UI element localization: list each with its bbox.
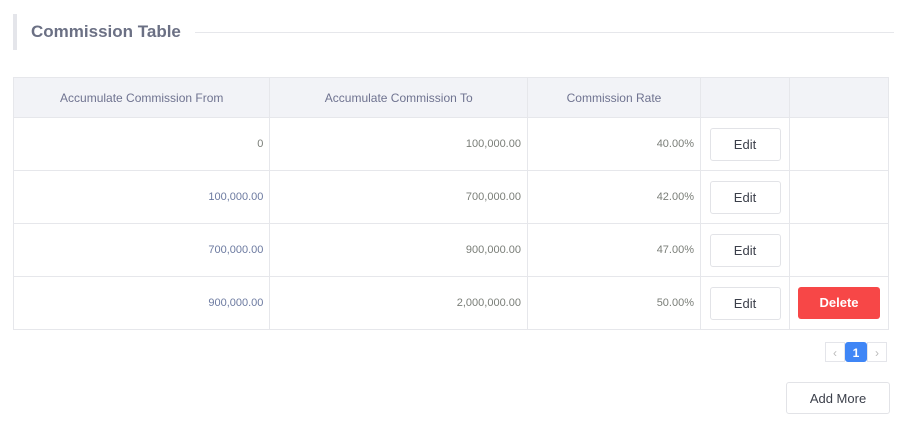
cell-rate: 47.00% — [526, 223, 702, 277]
cell-delete — [789, 117, 889, 171]
header-rate: Commission Rate — [526, 77, 702, 118]
commission-table: Accumulate Commission From Accumulate Co… — [12, 77, 889, 330]
cell-edit: Edit — [700, 170, 790, 224]
table-row: 700,000.00 900,000.00 47.00% Edit — [12, 223, 889, 277]
add-more-button[interactable]: Add More — [786, 382, 890, 414]
table-row: 100,000.00 700,000.00 42.00% Edit — [12, 170, 889, 224]
cell-from: 700,000.00 — [12, 223, 271, 277]
section-header: Commission Table — [13, 14, 894, 50]
cell-rate: 40.00% — [526, 117, 702, 171]
cell-from: 100,000.00 — [12, 170, 271, 224]
section-title: Commission Table — [31, 22, 181, 41]
table-row: 0 100,000.00 40.00% Edit — [12, 117, 889, 171]
cell-to: 900,000.00 — [269, 223, 528, 277]
header-from: Accumulate Commission From — [12, 77, 271, 118]
header-delete — [789, 77, 889, 118]
cell-to: 100,000.00 — [269, 117, 528, 171]
divider — [194, 31, 894, 33]
edit-button[interactable]: Edit — [709, 127, 781, 161]
cell-rate: 50.00% — [526, 276, 702, 330]
edit-button[interactable]: Edit — [709, 180, 781, 214]
prev-page-button[interactable]: ‹ — [825, 342, 845, 362]
cell-delete — [789, 223, 889, 277]
cell-edit: Edit — [700, 223, 790, 277]
table-row: 900,000.00 2,000,000.00 50.00% Edit Dele… — [12, 276, 889, 330]
cell-edit: Edit — [700, 276, 790, 330]
page-1-button[interactable]: 1 — [845, 342, 867, 362]
cell-delete: Delete — [789, 276, 889, 330]
next-page-button[interactable]: › — [867, 342, 887, 362]
cell-rate: 42.00% — [526, 170, 702, 224]
cell-from: 900,000.00 — [12, 276, 271, 330]
cell-delete — [789, 170, 889, 224]
cell-from: 0 — [12, 117, 271, 171]
cell-to: 700,000.00 — [269, 170, 528, 224]
edit-button[interactable]: Edit — [709, 286, 781, 320]
delete-button[interactable]: Delete — [798, 287, 880, 319]
header-edit — [700, 77, 790, 118]
edit-button[interactable]: Edit — [709, 233, 781, 267]
pagination: ‹ 1 › — [825, 342, 887, 362]
cell-to: 2,000,000.00 — [269, 276, 528, 330]
cell-edit: Edit — [700, 117, 790, 171]
header-to: Accumulate Commission To — [269, 77, 528, 118]
